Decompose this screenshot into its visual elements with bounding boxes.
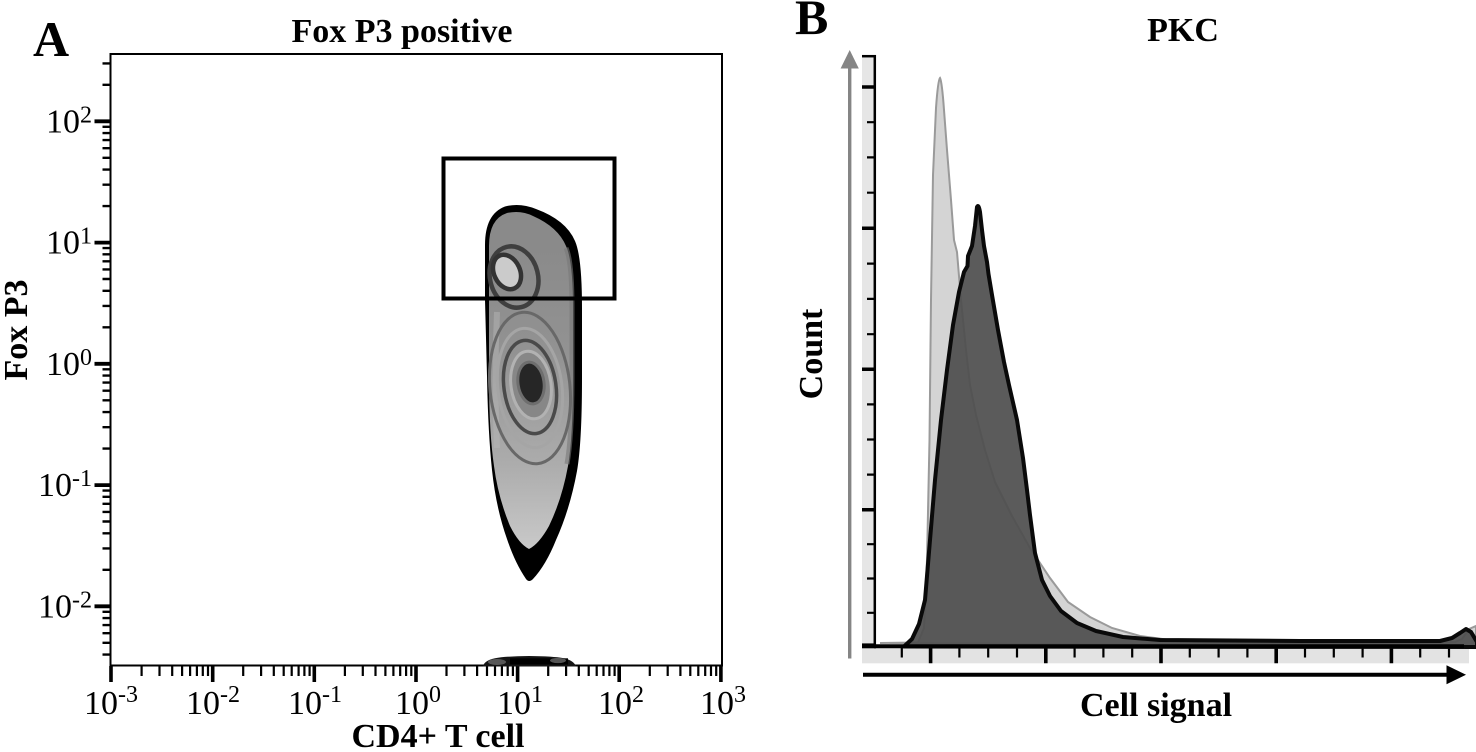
svg-text:PKC: PKC — [1147, 12, 1219, 49]
svg-text:A: A — [33, 11, 69, 67]
svg-text:CD4+ T cell: CD4+ T cell — [351, 718, 524, 752]
svg-text:Count: Count — [793, 308, 830, 399]
svg-text:10-2: 10-2 — [186, 682, 240, 722]
svg-text:102: 102 — [46, 102, 92, 140]
svg-text:10-1: 10-1 — [288, 682, 342, 722]
svg-text:10-2: 10-2 — [38, 587, 92, 625]
svg-text:Fox P3 positive: Fox P3 positive — [292, 13, 513, 50]
svg-text:Fox P3: Fox P3 — [0, 279, 35, 380]
svg-text:103: 103 — [700, 682, 746, 722]
svg-text:Cell signal: Cell signal — [1080, 687, 1232, 724]
svg-text:B: B — [795, 0, 828, 45]
